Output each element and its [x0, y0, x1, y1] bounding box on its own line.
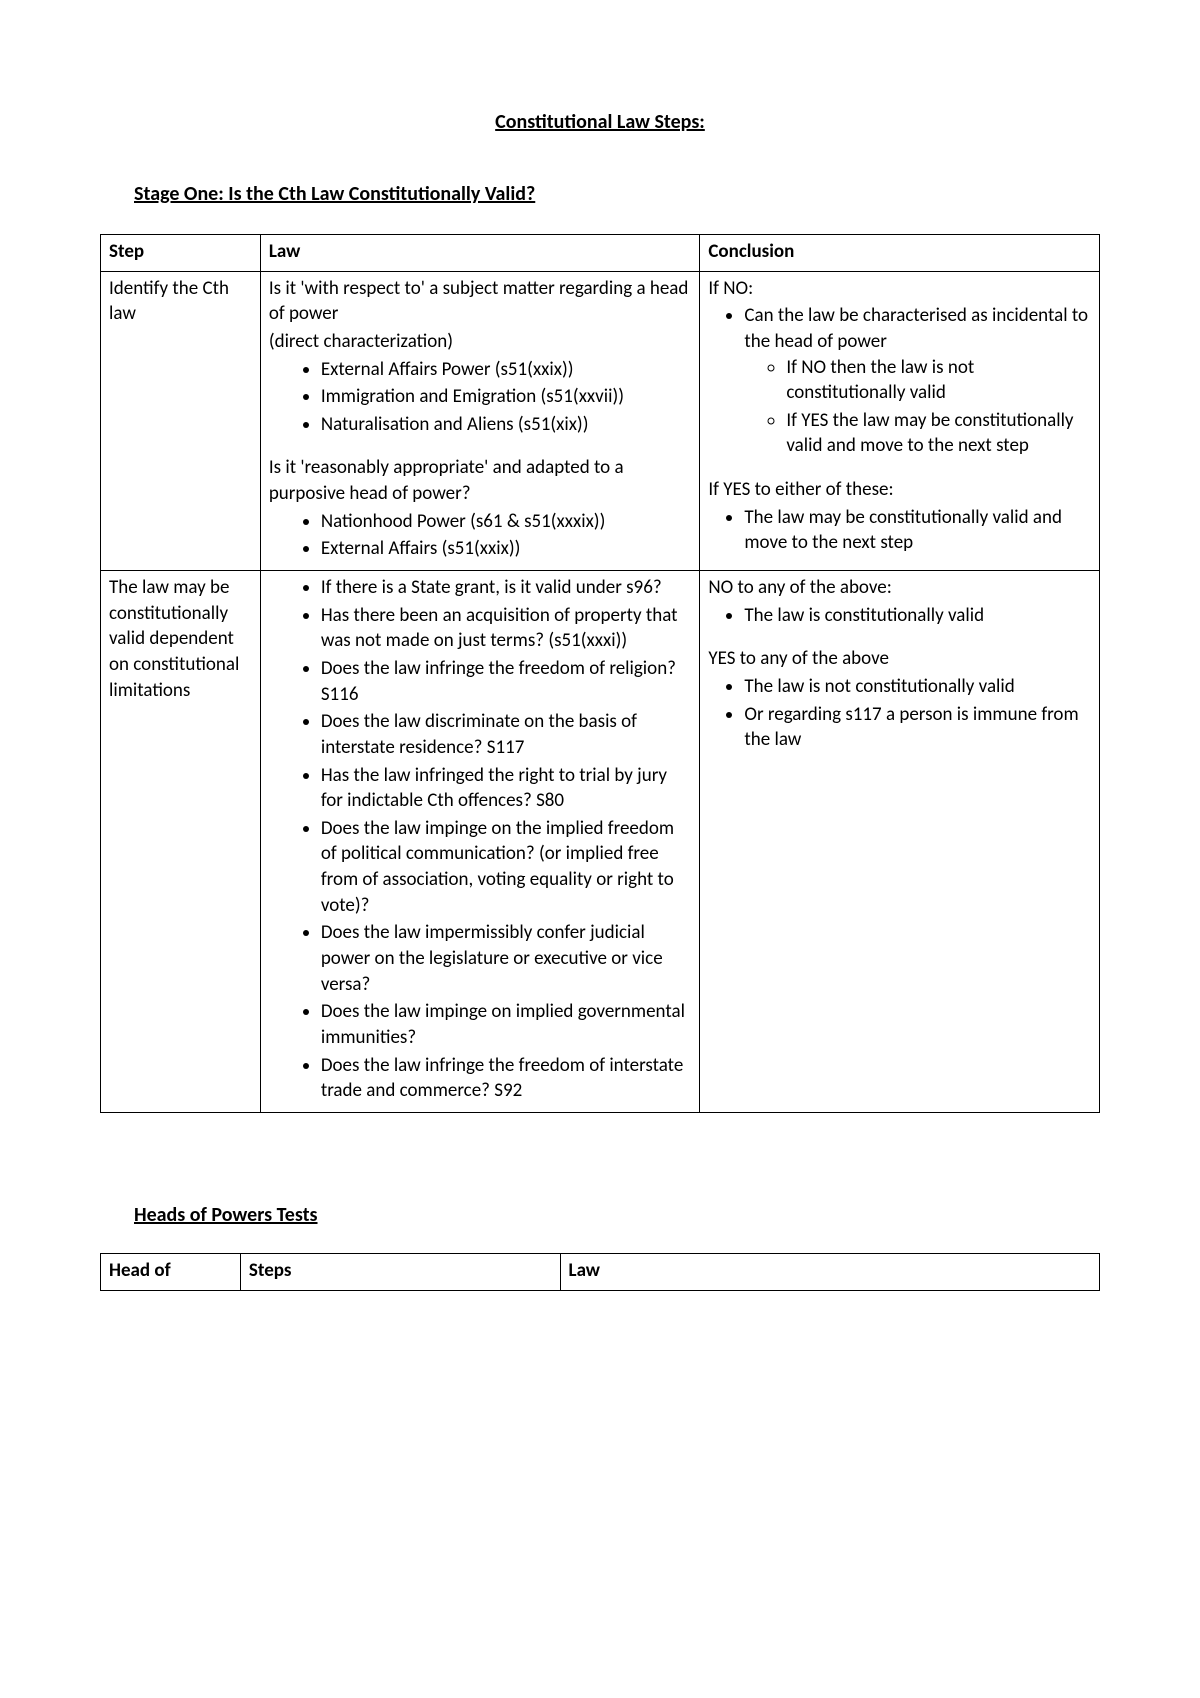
conclusion-text: YES to any of the above [708, 646, 1091, 672]
cell-conclusion: If NO: Can the law be characterised as i… [700, 271, 1100, 570]
cell-law: Is it 'with respect to' a subject matter… [260, 271, 700, 570]
list-item: Or regarding s117 a person is immune fro… [744, 702, 1091, 753]
list-item-text: Can the law be characterised as incident… [744, 304, 1088, 353]
table-row: The law may be constitutionally valid de… [101, 571, 1100, 1113]
list-item: External Affairs (s51(xxix)) [321, 536, 692, 562]
heads-of-powers-heading: Heads of Powers Tests [134, 1203, 1100, 1227]
list-item: Does the law impermissibly confer judici… [321, 920, 692, 997]
list-item: Immigration and Emigration (s51(xxvii)) [321, 384, 692, 410]
law-text: Is it 'with respect to' a subject matter… [269, 276, 692, 327]
stage-one-heading: Stage One: Is the Cth Law Constitutional… [134, 182, 1100, 206]
list-item: Nationhood Power (s61 & s51(xxxix)) [321, 509, 692, 535]
conclusion-text: If NO: [708, 276, 1091, 302]
th-law: Law [260, 235, 700, 272]
conclusion-text: If YES to either of these: [708, 477, 1091, 503]
table-header-row: Head of Steps Law [101, 1253, 1100, 1290]
conclusion-text: NO to any of the above: [708, 575, 1091, 601]
stage-one-table: Step Law Conclusion Identify the Cth law… [100, 234, 1100, 1113]
cell-law: If there is a State grant, is it valid u… [260, 571, 700, 1113]
list-item: Does the law impinge on implied governme… [321, 999, 692, 1050]
list-item: The law is not constitutionally valid [744, 674, 1091, 700]
list-sub-item: If NO then the law is not constitutional… [786, 355, 1091, 406]
list-item: If there is a State grant, is it valid u… [321, 575, 692, 601]
list-item: The law is constitutionally valid [744, 603, 1091, 629]
list-sub-item: If YES the law may be constitutionally v… [786, 408, 1091, 459]
list-item: The law may be constitutionally valid an… [744, 505, 1091, 556]
list-item: Has the law infringed the right to trial… [321, 763, 692, 814]
th-step: Step [101, 235, 261, 272]
table-header-row: Step Law Conclusion [101, 235, 1100, 272]
cell-step: The law may be constitutionally valid de… [101, 571, 261, 1113]
th-steps: Steps [240, 1253, 560, 1290]
list-item: Has there been an acquisition of propert… [321, 603, 692, 654]
th-law: Law [560, 1253, 1099, 1290]
list-item: External Affairs Power (s51(xxix)) [321, 357, 692, 383]
list-item: Does the law infringe the freedom of rel… [321, 656, 692, 707]
list-item: Naturalisation and Aliens (s51(xix)) [321, 412, 692, 438]
law-text: (direct characterization) [269, 329, 692, 355]
list-item: Does the law discriminate on the basis o… [321, 709, 692, 760]
cell-step: Identify the Cth law [101, 271, 261, 570]
law-text: Is it 'reasonably appropriate' and adapt… [269, 455, 692, 506]
cell-conclusion: NO to any of the above: The law is const… [700, 571, 1100, 1113]
list-item: Does the law infringe the freedom of int… [321, 1053, 692, 1104]
table-row: Identify the Cth law Is it 'with respect… [101, 271, 1100, 570]
list-item: Can the law be characterised as incident… [744, 303, 1091, 459]
th-conclusion: Conclusion [700, 235, 1100, 272]
list-item: Does the law impinge on the implied free… [321, 816, 692, 919]
th-head-of: Head of [101, 1253, 241, 1290]
page-title: Constitutional Law Steps: [100, 110, 1100, 134]
heads-of-powers-table: Head of Steps Law [100, 1253, 1100, 1291]
